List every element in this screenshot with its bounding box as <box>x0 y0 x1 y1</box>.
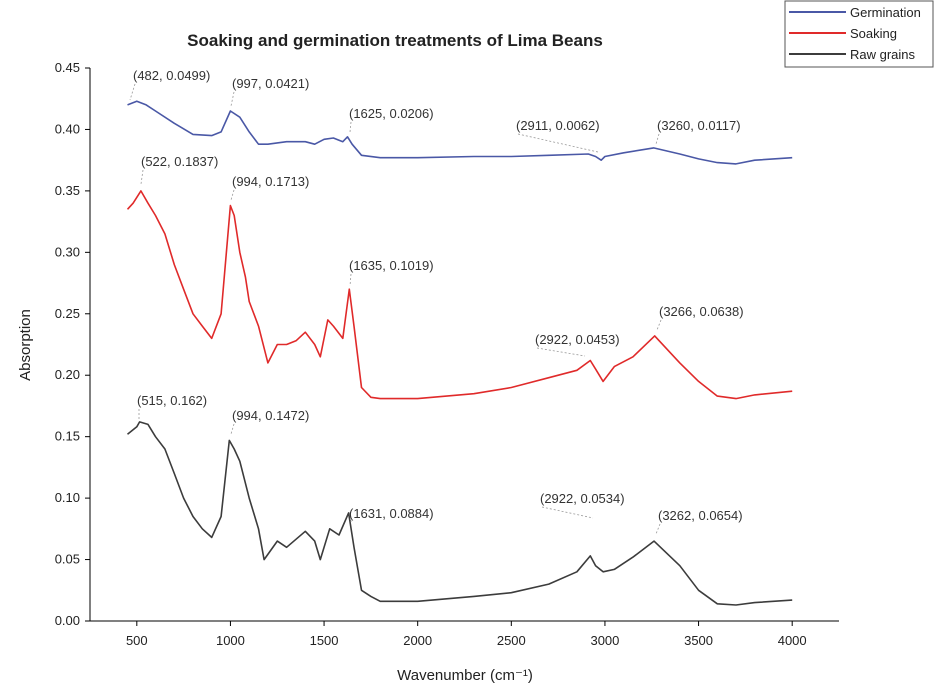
x-tick-label: 2000 <box>403 633 432 648</box>
annotation-leader <box>656 319 662 331</box>
annotation-leader <box>140 169 144 185</box>
annotation: (1631, 0.0884) <box>349 506 434 521</box>
annotation: (2922, 0.0534) <box>540 491 625 506</box>
annotation: (1635, 0.1019) <box>349 258 434 273</box>
annotation: (997, 0.0421) <box>232 76 309 91</box>
y-tick-label: 0.45 <box>55 60 80 75</box>
annotation: (515, 0.162) <box>137 393 207 408</box>
annotation-leader <box>655 133 660 145</box>
x-tick-label: 3500 <box>684 633 713 648</box>
annotation: (2922, 0.0453) <box>535 332 620 347</box>
x-tick-label: 2500 <box>497 633 526 648</box>
annotation: (994, 0.1472) <box>232 408 309 423</box>
series-line <box>126 190 793 400</box>
y-tick-label: 0.20 <box>55 367 80 382</box>
annotation-leader <box>129 83 136 101</box>
annotation-leader <box>230 189 235 201</box>
y-tick-label: 0.15 <box>55 429 80 444</box>
y-tick-label: 0.00 <box>55 613 80 628</box>
y-tick-label: 0.05 <box>55 552 80 567</box>
annotation-leader <box>349 121 352 133</box>
annotation-leader <box>541 506 594 519</box>
y-tick-label: 0.30 <box>55 244 80 259</box>
series-line <box>127 421 793 606</box>
x-tick-label: 1500 <box>310 633 339 648</box>
y-tick-label: 0.40 <box>55 121 80 136</box>
x-axis-label: Wavenumber (cm⁻¹) <box>397 667 533 684</box>
annotation: (3262, 0.0654) <box>658 508 743 523</box>
x-tick-label: 3000 <box>590 633 619 648</box>
annotation: (522, 0.1837) <box>141 154 218 169</box>
annotation: (1625, 0.0206) <box>349 106 434 121</box>
x-tick-label: 1000 <box>216 633 245 648</box>
annotation-leader <box>517 133 599 153</box>
y-tick-label: 0.10 <box>55 490 80 505</box>
annotation: (482, 0.0499) <box>133 68 210 83</box>
y-tick-label: 0.25 <box>55 306 80 321</box>
annotation: (2911, 0.0062) <box>516 118 600 133</box>
annotation: (3266, 0.0638) <box>659 304 744 319</box>
annotation: (3260, 0.0117) <box>657 118 741 133</box>
legend-label: Raw grains <box>850 47 916 62</box>
y-tick-label: 0.35 <box>55 183 80 198</box>
series-line <box>127 100 793 165</box>
x-tick-label: 4000 <box>778 633 807 648</box>
x-tick-label: 500 <box>126 633 148 648</box>
annotation: (994, 0.1713) <box>232 174 309 189</box>
annotation-leader <box>230 423 235 435</box>
annotation-leader <box>536 347 586 357</box>
annotation-leader <box>349 273 352 287</box>
legend-label: Soaking <box>850 26 897 41</box>
y-axis-label: Absorption <box>17 309 34 381</box>
chart-title: Soaking and germination treatments of Li… <box>187 31 603 50</box>
legend-label: Germination <box>850 5 921 20</box>
annotation-leader <box>655 523 661 535</box>
annotation-leader <box>230 91 235 107</box>
